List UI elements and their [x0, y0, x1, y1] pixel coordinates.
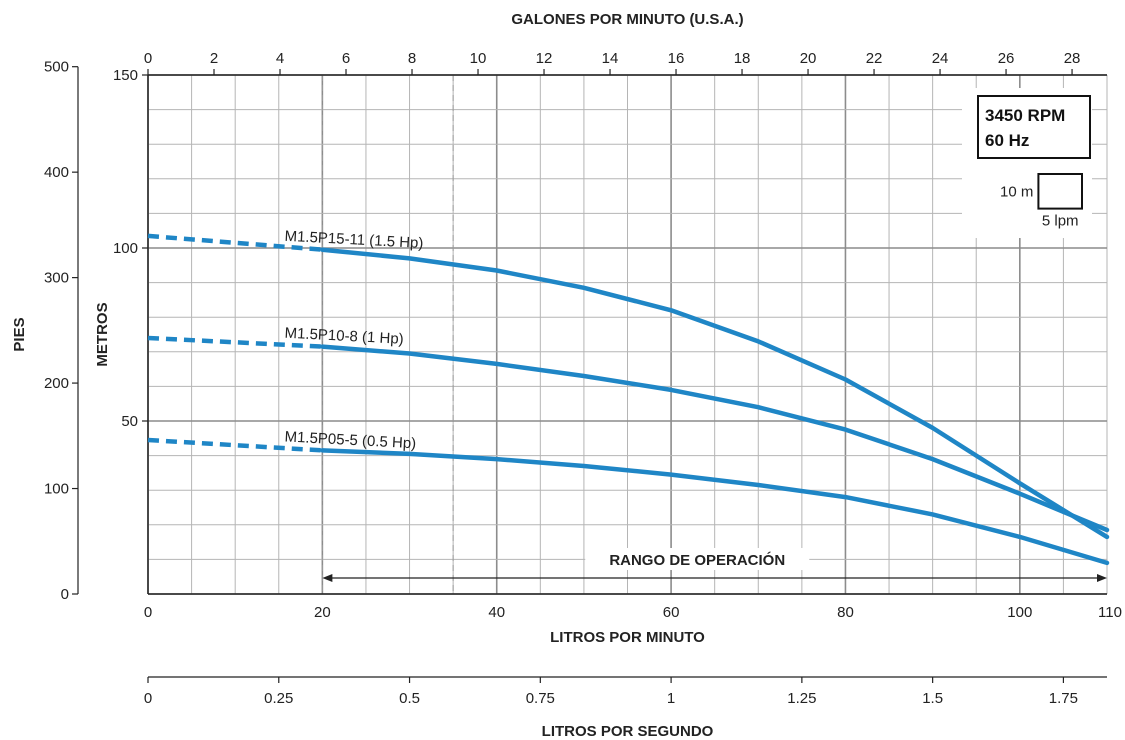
gpm-tick-label: 2	[210, 50, 218, 67]
lps-axis-title: LITROS POR SEGUNDO	[542, 723, 714, 740]
meters-axis-title: METROS	[94, 302, 111, 366]
gpm-tick-label: 4	[276, 50, 284, 67]
meters-tick-label: 100	[113, 240, 138, 257]
feet-tick-label: 300	[44, 270, 69, 287]
gpm-axis-title: GALONES POR MINUTO (U.S.A.)	[511, 11, 743, 28]
gpm-tick-label: 28	[1064, 50, 1081, 67]
gpm-tick-label: 6	[342, 50, 350, 67]
lpm-tick-label: 40	[488, 604, 505, 621]
lps-tick-label: 0.5	[399, 690, 420, 707]
lpm-tick-label: 0	[144, 604, 152, 621]
lpm-tick-label: 20	[314, 604, 331, 621]
gpm-tick-label: 18	[734, 50, 751, 67]
feet-tick-label: 500	[44, 59, 69, 76]
lps-tick-label: 0.75	[526, 690, 555, 707]
lpm-tick-label: 100	[1007, 604, 1032, 621]
gpm-tick-label: 12	[536, 50, 553, 67]
gpm-tick-label: 22	[866, 50, 883, 67]
lps-tick-label: 1	[667, 690, 675, 707]
gpm-tick-label: 10	[470, 50, 487, 67]
gpm-tick-label: 16	[668, 50, 685, 67]
lpm-axis-title: LITROS POR MINUTO	[550, 629, 705, 646]
legend-hz: 60 Hz	[985, 131, 1029, 150]
feet-tick-label: 400	[44, 164, 69, 181]
lps-tick-label: 1.25	[787, 690, 816, 707]
scale-horizontal-label: 5 lpm	[1042, 213, 1079, 230]
gpm-tick-label: 24	[932, 50, 949, 67]
gpm-tick-label: 0	[144, 50, 152, 67]
feet-tick-label: 0	[61, 586, 69, 603]
lps-tick-label: 0.25	[264, 690, 293, 707]
feet-tick-label: 100	[44, 481, 69, 498]
legend-rpm: 3450 RPM	[985, 106, 1065, 125]
chart-legend: 3450 RPM 60 Hz 10 m 5 lpm	[962, 88, 1092, 238]
feet-tick-label: 200	[44, 375, 69, 392]
lps-tick-label: 0	[144, 690, 152, 707]
meters-tick-label: 150	[113, 67, 138, 84]
lpm-tick-label: 80	[837, 604, 854, 621]
gpm-tick-label: 8	[408, 50, 416, 67]
scale-vertical-label: 10 m	[1000, 183, 1033, 200]
lps-tick-label: 1.5	[922, 690, 943, 707]
feet-axis-title: PIES	[11, 317, 28, 351]
meters-tick-label: 50	[121, 413, 138, 430]
lpm-tick-label: 110	[1098, 604, 1122, 621]
gpm-tick-label: 26	[998, 50, 1015, 67]
gpm-tick-label: 20	[800, 50, 817, 67]
range-label: RANGO DE OPERACIÓN	[609, 551, 785, 569]
lpm-tick-label: 60	[663, 604, 680, 621]
lps-tick-label: 1.75	[1049, 690, 1078, 707]
gpm-tick-label: 14	[602, 50, 619, 67]
